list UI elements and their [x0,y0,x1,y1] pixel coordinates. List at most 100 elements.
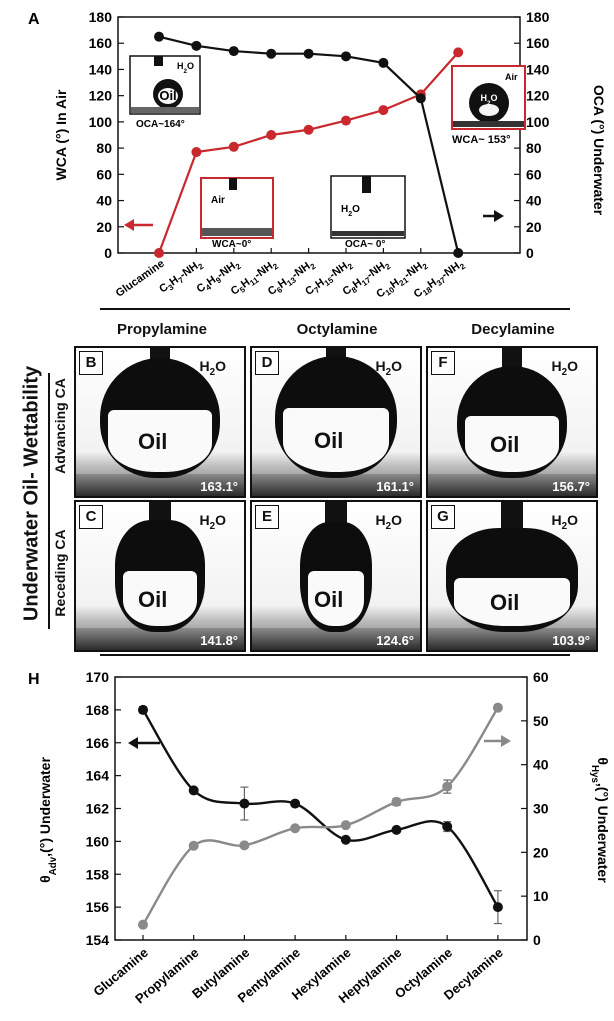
contact-angle-label: 124.6° [376,633,414,648]
contact-angle-label: 103.9° [552,633,590,648]
h-left-tick-label: 166 [86,735,110,751]
divider-top [100,308,570,310]
inset-wca0: Air WCA~0° [200,177,274,250]
a-right-tick-label: 60 [526,166,542,182]
a-right-tick-label: 120 [526,88,550,104]
a-oca-point [303,48,314,59]
inset-wca153-air: Air [505,72,518,82]
a-left-tick-label: 20 [96,219,112,235]
oil-label: Oil [138,429,168,454]
h-adv-point [442,821,453,832]
gray-right-arrow-icon [484,735,511,747]
a-right-tick-label: 140 [526,61,550,77]
water-label: H2O [375,512,402,532]
a-wca-point [154,248,164,258]
a-oca-point [415,93,426,104]
inset-wca0-caption: WCA~0° [212,239,251,250]
substrate [252,628,420,650]
inset-oca164-oil: Oil [159,88,176,103]
photo-letter: E [255,505,279,529]
inset-oca0: H2O OCA~ 0° [330,175,406,250]
a-wca-point [378,105,389,116]
a-right-tick-label: 80 [526,140,542,156]
h-left-tick-label: 158 [86,866,110,882]
oil-label: Oil [138,586,168,612]
h-hys-point [239,840,250,851]
a-right-tick-label: 100 [526,114,550,130]
oil-label: Oil [490,590,520,615]
h-right-tick-label: 10 [533,888,549,904]
a-wca-point [303,124,314,135]
h-adv-series-line [141,709,499,908]
h-adv-point [239,798,250,809]
col-head-decylamine: Decylamine [471,321,555,338]
h-hys-point [290,823,301,834]
h-hys-point [492,702,503,713]
inset-wca153-water: H2O [480,93,497,107]
a-oca-point [191,40,202,51]
a-oca-point [378,57,389,68]
panel-a-plot-frame [117,16,521,254]
h-left-tick-label: 168 [86,702,110,718]
black-left-arrow-icon [128,737,160,749]
contact-angle-label: 141.8° [200,633,238,648]
row-label-receding: Receding CA [52,529,68,617]
a-wca-point [453,47,464,58]
substrate [76,628,244,650]
a-wca-point [266,130,277,140]
water-label: H2O [375,358,402,378]
h-adv-point [492,902,503,913]
oil-label: Oil [490,432,520,457]
inset-wca153: Air H2O WCA~ 153° [451,65,526,146]
panel-h-ylabel-left: θAdv,(°) Underwater [37,757,59,883]
a-right-tick-label: 180 [526,9,550,25]
a-right-tick-label: 160 [526,35,550,51]
photo-panel-g: G Oil H2O 103.9° [426,500,598,652]
h-hys-point [340,820,351,831]
h-hys-series-line [141,707,499,926]
a-oca-point [266,48,277,59]
a-left-tick-label: 80 [96,140,112,156]
water-label: H2O [199,358,226,378]
photo-panel-b: B Oil H2O 163.1° [74,346,246,498]
inset-oca164-caption: OCA~164° [136,119,185,130]
substrate [252,474,420,496]
a-left-tick-label: 40 [96,193,112,209]
water-label: H2O [551,358,578,378]
a-left-tick-label: 140 [89,61,113,77]
panel-a-letter: A [28,11,40,28]
a-wca-point [228,141,239,152]
photo-letter: C [79,505,103,529]
panel-h-plot-frame [114,676,528,941]
contact-angle-label: 163.1° [200,479,238,494]
panel-h-chart: H 154 156 158 160 162 164 166 168 170 0 10 20 30 40 5… [28,669,612,1006]
panel-a-ylabel-right: OCA (°) Underwater [591,85,607,216]
row-label-advancing: Advancing CA [52,378,68,474]
photo-letter: B [79,351,103,375]
red-left-arrow-icon [124,219,153,231]
oil-label: Oil [314,586,344,612]
h-left-tick-label: 154 [86,932,110,948]
panel-a-ylabel-left: WCA (°) In Air [53,89,69,180]
h-right-tick-label: 60 [533,669,549,685]
panel-h-ylabel-right: θHys,(°) Underwater [590,757,612,883]
photo-letter: G [431,505,455,529]
substrate [428,474,596,496]
h-adv-point [340,834,351,845]
a-oca-point [154,31,164,42]
h-hys-point [442,781,453,792]
h-left-tick-label: 160 [86,833,110,849]
photo-panel-d: D Oil H2O 161.1° [250,346,422,498]
contact-angle-label: 156.7° [552,479,590,494]
h-hys-point [138,919,148,930]
h-left-tick-label: 164 [86,768,110,784]
a-wca-point [341,115,351,126]
a-left-tick-label: 160 [89,35,113,51]
h-left-tick-label: 170 [86,669,110,685]
a-left-tick-label: 100 [89,114,113,130]
a-oca-point [228,46,239,57]
h-hys-point [391,796,402,807]
h-hys-point [188,840,199,851]
h-adv-point [290,798,301,809]
side-rule [48,373,50,629]
